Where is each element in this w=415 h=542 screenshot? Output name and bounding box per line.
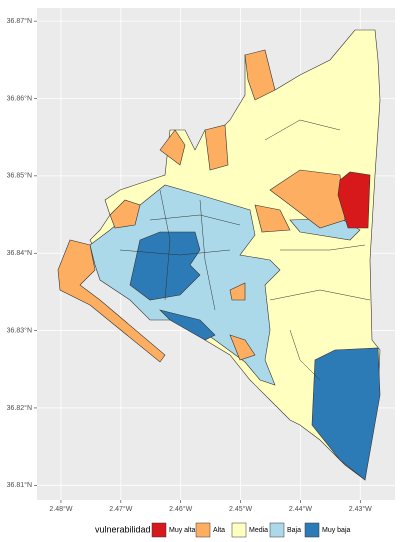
legend-label: Alta: [213, 527, 225, 534]
y-tick-label: 36.86°N: [7, 94, 32, 102]
region: [159, 309, 216, 341]
x-tick-label: 2.45°W: [229, 505, 252, 513]
region: [337, 171, 371, 229]
y-tick-label: 36.82°N: [7, 404, 32, 412]
region: [229, 282, 246, 301]
boundary: [159, 189, 171, 301]
legend-key: [151, 522, 167, 538]
y-tick-label: 36.85°N: [7, 172, 32, 180]
legend-key: [304, 522, 320, 538]
boundary: [119, 249, 231, 256]
boundary: [264, 119, 341, 141]
region: [57, 239, 166, 363]
legend: vulnerabilidad Muy alta Alta Media Baja Muy b…: [95, 522, 351, 538]
region: [204, 124, 229, 171]
y-tick-label: 36.87°N: [7, 17, 32, 25]
x-tick-label: 2.43°W: [349, 505, 372, 513]
region: [129, 231, 201, 301]
legend-key: [231, 522, 247, 538]
region: [109, 199, 141, 229]
legend-key: [195, 522, 211, 538]
boundary: [149, 214, 241, 226]
region: [311, 347, 381, 481]
region: [244, 49, 276, 101]
x-tick-label: 2.47°W: [109, 505, 132, 513]
y-tick-label: 36.84°N: [7, 249, 32, 257]
boundary: [199, 199, 216, 311]
boundary: [269, 289, 371, 301]
y-tick-label: 36.83°N: [7, 326, 32, 334]
boundary: [280, 244, 366, 251]
legend-title: vulnerabilidad: [95, 524, 151, 534]
legend-label: Media: [249, 527, 268, 534]
axes: 36.81°N 36.82°N 36.83°N 36.84°N 36.85°N 36.86…: [7, 17, 373, 513]
legend-label: Muy baja: [322, 527, 351, 534]
y-tick-label: 36.81°N: [7, 481, 32, 489]
x-tick-label: 2.48°W: [49, 505, 72, 513]
region: [159, 129, 186, 166]
region: [269, 169, 346, 229]
x-tick-label: 2.44°W: [289, 505, 312, 513]
regions: [57, 29, 381, 481]
x-tick-label: 2.46°W: [169, 505, 192, 513]
boundary: [289, 329, 321, 381]
legend-label: Muy alta: [169, 527, 196, 534]
legend-label: Baja: [287, 527, 301, 534]
region: [229, 334, 256, 361]
region: [254, 204, 291, 233]
legend-key: [269, 522, 285, 538]
